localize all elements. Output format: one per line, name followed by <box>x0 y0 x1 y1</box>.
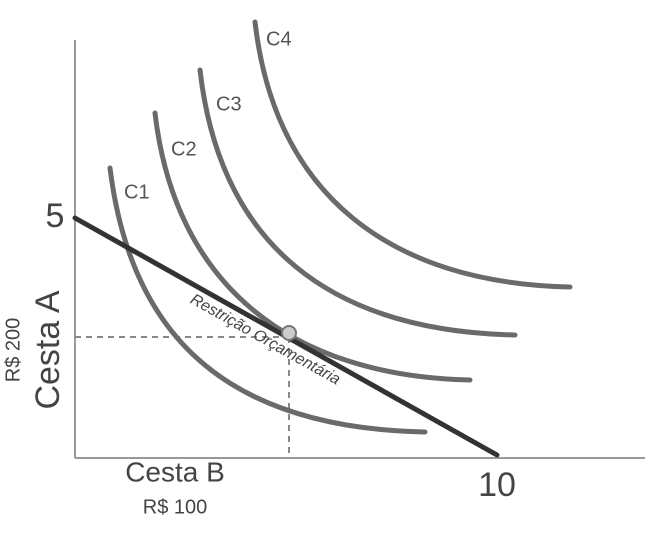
optimum-point <box>281 325 297 341</box>
indifference-curve <box>107 165 428 435</box>
curve-label: C2 <box>171 138 197 160</box>
indifference-curve <box>252 19 573 290</box>
indifference-curve <box>152 110 473 383</box>
y-axis-label: Cesta A <box>29 290 67 409</box>
y-tick-label: 5 <box>46 197 65 235</box>
x-axis-label: Cesta B <box>125 456 225 487</box>
y-price-label: R$ 200 <box>2 318 24 383</box>
curve-label: C4 <box>266 28 292 50</box>
curve-label: C1 <box>124 181 150 203</box>
curve-label: C3 <box>216 93 242 115</box>
indifference-curve <box>197 67 518 338</box>
x-price-label: R$ 100 <box>143 496 208 518</box>
budget-label: Restrição Orçamentária <box>187 291 343 389</box>
x-tick-label: 10 <box>478 466 516 504</box>
